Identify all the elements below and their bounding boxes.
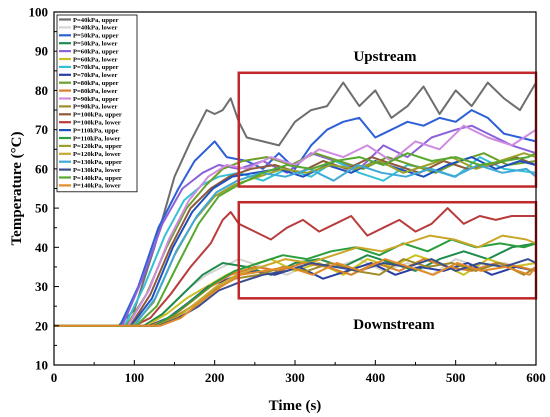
y-tick-label: 70 <box>35 122 48 137</box>
x-tick-label: 200 <box>205 370 225 385</box>
annotation-layer: Upstream Downstream <box>353 49 435 333</box>
legend-label-15: P=110kPa, lower <box>73 135 120 142</box>
y-tick-label: 80 <box>35 83 48 98</box>
legend-label-13: P=100kPa, lower <box>73 120 121 127</box>
x-tick-label: 500 <box>446 370 466 385</box>
legend-label-3: P=50kPa, lower <box>73 41 117 48</box>
series-line-18 <box>54 164 537 327</box>
legend-label-14: P=110kPa, uppe <box>73 127 119 134</box>
legend-label-17: P=120kPa, lower <box>73 151 121 158</box>
y-tick-label: 100 <box>29 5 49 20</box>
legend-label-19: P=130kPa, lower <box>73 167 121 174</box>
y-tick-label: 20 <box>35 318 48 333</box>
legend-label-4: P=60kPa, upper <box>73 48 119 55</box>
series-layer <box>54 81 537 327</box>
series-line-12 <box>54 156 537 327</box>
x-tick-label: 100 <box>125 370 145 385</box>
legend-label-11: P=90kPa, lower <box>73 104 117 111</box>
legend-label-18: P=130kPa, upper <box>73 159 122 166</box>
legend-label-8: P=80kPa, upper <box>73 80 119 87</box>
x-tick-label: 600 <box>526 370 546 385</box>
series-line-21 <box>54 258 537 327</box>
y-tick-label: 40 <box>35 240 48 255</box>
y-axis-title: Temperature (°C) <box>9 132 25 246</box>
annotation-upstream: Upstream <box>353 49 417 65</box>
legend-label-16: P=120kPa, upper <box>73 143 122 150</box>
annotation-downstream: Downstream <box>353 317 435 333</box>
legend-label-20: P=140kPa, upper <box>73 175 122 182</box>
series-line-0 <box>54 81 537 327</box>
series-line-13 <box>54 207 536 327</box>
y-tick-label: 10 <box>35 358 48 373</box>
y-tick-label: 50 <box>35 201 48 216</box>
legend-label-5: P=60kPa, lower <box>73 56 117 63</box>
y-tick-label: 90 <box>35 44 48 59</box>
series-line-10 <box>54 124 537 327</box>
series-line-20 <box>54 152 537 327</box>
legend-label-6: P=70kPa, upper <box>73 64 119 71</box>
legend-label-12: P=100kPa, upper <box>73 112 122 119</box>
legend-label-1: P=40kPa, lower <box>73 25 117 32</box>
x-tick-label: 300 <box>285 370 305 385</box>
legend-label-10: P=90kPa, upper <box>73 96 119 103</box>
x-axis-title: Time (s) <box>269 398 322 414</box>
y-tick-label: 30 <box>35 279 48 294</box>
y-tick-label: 60 <box>35 161 48 176</box>
series-line-19 <box>54 258 537 327</box>
axes-layer: 0 100 200 300 400 500 600 10 20 30 40 50 60 70 80 90 100… <box>9 5 546 415</box>
x-tick-label: 400 <box>366 370 386 385</box>
x-tick-label: 0 <box>51 370 58 385</box>
series-line-2 <box>54 109 537 327</box>
legend-label-21: P=140kPa, lower <box>73 183 121 190</box>
series-line-5 <box>54 254 537 327</box>
legend-label-0: P=40kPa, upper <box>73 17 119 24</box>
series-line-17 <box>54 234 537 327</box>
legend-label-9: P=80kPa, lower <box>73 88 117 95</box>
legend-label-2: P=50kPa, upper <box>73 33 119 40</box>
legend-label-7: P=70kPa, lower <box>73 72 117 79</box>
